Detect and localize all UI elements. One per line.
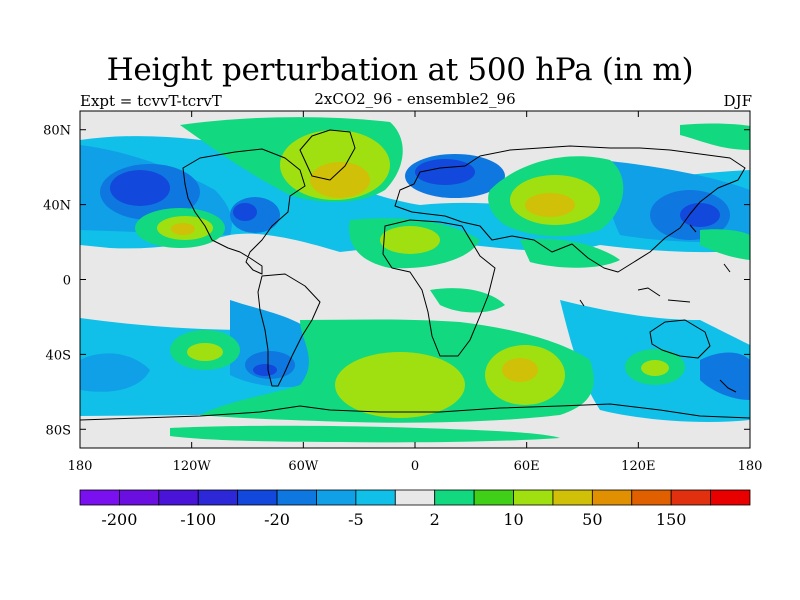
colorbar-swatch	[434, 489, 475, 506]
colorbar-label: 10	[503, 510, 523, 529]
contour-area	[335, 352, 465, 418]
map-axes: 80N 40N 0 40S 80S 180 120W 60W 0 60E 120E 180	[43, 111, 762, 474]
coastline-eurasia	[394, 145, 746, 273]
contour-area	[171, 223, 195, 235]
colorbar-swatch	[513, 489, 554, 506]
contour-area	[187, 343, 223, 361]
colorbar-label: -100	[180, 510, 216, 529]
contour-area	[253, 364, 277, 376]
contour-area	[700, 352, 750, 400]
contour-area	[430, 288, 505, 313]
contour-area	[310, 162, 370, 198]
colorbar-swatch	[276, 489, 317, 506]
lon-tick-label: 180	[738, 459, 763, 474]
colorbar-label: -5	[348, 510, 364, 529]
colorbar-swatch	[473, 489, 514, 506]
lat-tick-label: 0	[63, 274, 71, 289]
season-label: DJF	[723, 92, 752, 110]
lon-tick-label: 60E	[514, 459, 540, 474]
coastline-north-america	[182, 148, 306, 275]
contour-area	[700, 229, 750, 260]
contour-area	[641, 360, 669, 376]
colorbar-swatch	[237, 489, 278, 506]
colorbar-swatch	[197, 489, 239, 506]
contour-area	[110, 170, 170, 206]
colorbar-swatch	[670, 489, 711, 506]
colorbar-swatch	[591, 489, 633, 506]
colorbar-label: -20	[264, 510, 290, 529]
contour-area	[502, 358, 538, 382]
colorbar-swatch	[552, 489, 593, 506]
coastline-greenland	[299, 129, 356, 181]
colorbar-label: 50	[582, 510, 602, 529]
colorbar-swatch	[355, 489, 396, 506]
map-title: Height perturbation at 500 hPa (in m)	[106, 52, 694, 88]
experiment-label: Expt = tcvvT-tcrvT	[80, 92, 222, 110]
coastline-antarctica	[80, 403, 750, 421]
lon-tick-label: 0	[411, 459, 419, 474]
lat-tick-label: 80S	[46, 423, 71, 438]
contour-area	[680, 203, 720, 227]
contour-area	[80, 353, 150, 392]
colorbar-label: 150	[656, 510, 687, 529]
colorbar-label: 2	[430, 510, 440, 529]
colorbar-swatch	[158, 489, 199, 506]
lon-tick-label: 180	[68, 459, 93, 474]
lat-tick-label: 80N	[43, 124, 71, 139]
contour-area	[170, 425, 560, 443]
colorbar-swatch	[631, 489, 672, 506]
contour-area	[525, 193, 575, 217]
contour-area	[680, 123, 750, 150]
contour-area	[380, 226, 440, 254]
lon-tick-label: 60W	[288, 459, 319, 474]
lon-tick-label: 120E	[621, 459, 655, 474]
coastline-south-america	[257, 273, 321, 387]
lon-tick-label: 120W	[173, 459, 212, 474]
contour-area	[520, 238, 620, 268]
coastline-africa	[382, 219, 496, 357]
contour-area	[415, 159, 475, 185]
colorbar-swatch	[316, 489, 357, 506]
run-label: 2xCO2_96 - ensemble2_96	[314, 90, 516, 108]
colorbar-swatch	[710, 489, 751, 506]
colorbar-swatch	[394, 489, 436, 506]
lat-tick-label: 40N	[43, 199, 71, 214]
coastline-islands	[579, 224, 737, 393]
colorbar-swatch	[79, 489, 120, 506]
colorbar-swatch	[119, 489, 160, 506]
lat-tick-label: 40S	[46, 348, 71, 363]
coastline-australia	[649, 319, 711, 359]
colorbar-label: -200	[101, 510, 137, 529]
coastlines	[80, 129, 750, 421]
colorbar: -200 -100 -20 -5 2 10 50 150	[79, 489, 751, 529]
contour-area	[233, 203, 257, 221]
